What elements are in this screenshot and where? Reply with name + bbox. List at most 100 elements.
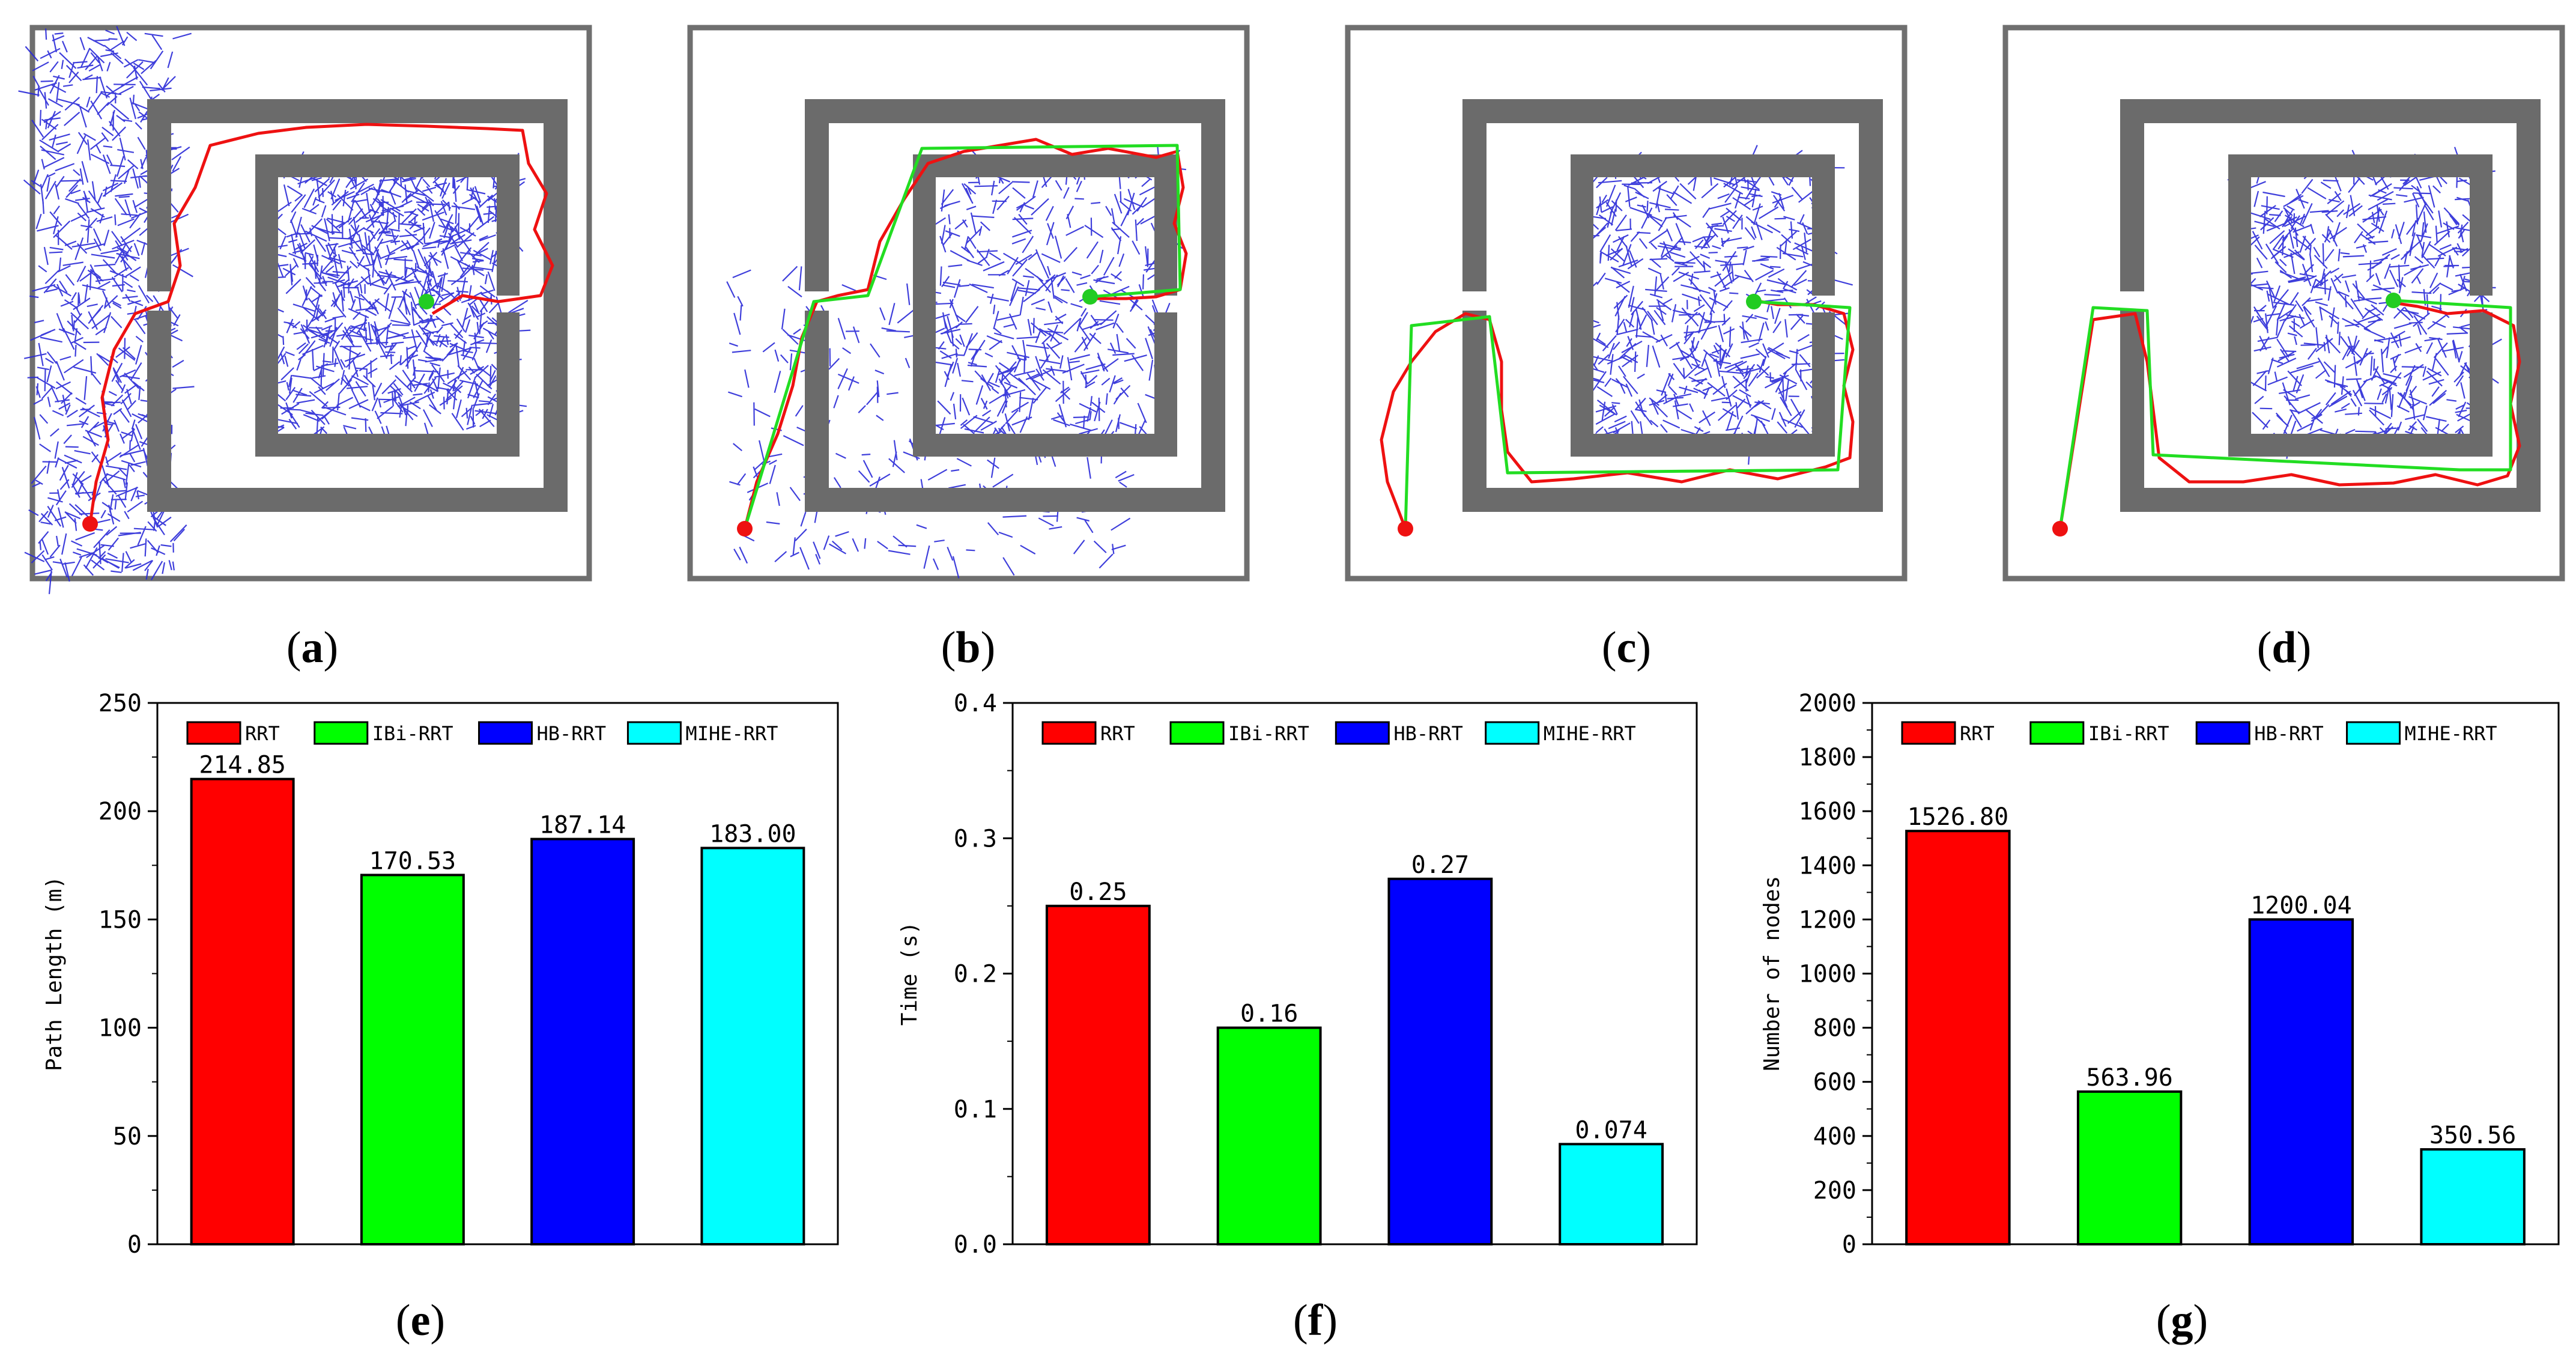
tree-edge: [303, 414, 320, 422]
tree-edge: [85, 430, 103, 438]
tree-edge: [82, 284, 106, 291]
tree-edge: [125, 563, 142, 569]
tree-edge: [1700, 321, 1712, 340]
tree-edge: [169, 524, 187, 543]
legend: RRT IBi-RRT HB-RRT MIHE-RRT: [1041, 721, 1636, 745]
tree-edge: [852, 538, 859, 552]
tree-edge: [406, 347, 409, 369]
tree-edge: [1623, 184, 1635, 190]
tree-edge: [309, 264, 323, 280]
tree-edge: [728, 391, 742, 398]
tree-edge: [351, 389, 362, 408]
tree-edge: [135, 494, 145, 497]
tree-edge: [952, 357, 959, 374]
tree-edge: [314, 198, 325, 204]
tree-edge: [90, 100, 103, 120]
caption-a: (a): [286, 623, 338, 672]
tree-edge: [161, 77, 169, 91]
tree-edge: [2352, 283, 2365, 299]
tree-edge: [1616, 228, 1632, 231]
tree-edge: [995, 368, 1001, 383]
tree-edge: [2421, 242, 2425, 257]
tree-edge: [877, 541, 888, 550]
tree-edge: [392, 234, 399, 243]
tree-edge: [97, 354, 111, 363]
tree-edge: [1080, 369, 1100, 374]
tree-edge: [866, 391, 879, 406]
tree-edge: [1093, 279, 1115, 285]
tree-edge: [1780, 397, 1792, 416]
tree-edge: [962, 397, 971, 416]
tree-edge: [2421, 222, 2425, 239]
tree-edge: [1724, 360, 1744, 369]
tree-edge: [2417, 418, 2428, 432]
tree-edge: [941, 189, 945, 212]
tree-edge: [1091, 264, 1099, 275]
tree-edge: [2326, 200, 2345, 216]
tree-edge: [2431, 305, 2442, 310]
tree-edge: [1137, 419, 1147, 436]
tree-edge: [44, 270, 59, 284]
tree-edge: [285, 386, 296, 401]
tree-edge: [1600, 251, 1619, 263]
tree-edge: [1650, 318, 1655, 335]
tree-edge: [73, 552, 82, 556]
tree-edge: [2298, 199, 2309, 204]
legend-label: HB-RRT: [2254, 722, 2324, 745]
tree-edge: [1628, 285, 1634, 308]
tree-edge: [31, 180, 41, 187]
tree-edge: [439, 235, 451, 239]
tree-edge: [1804, 233, 1807, 253]
tree-edge: [32, 169, 40, 185]
tree-edge: [1796, 314, 1805, 324]
tree-edge: [456, 232, 475, 248]
tree-edge: [123, 479, 126, 488]
tree-edge: [1658, 187, 1674, 195]
tree-edge: [440, 201, 447, 216]
tree-edge: [1610, 354, 1614, 375]
tree-edge: [2405, 309, 2426, 320]
tree-edge: [461, 354, 474, 359]
wall-outer-left-lower: [147, 311, 171, 512]
tree-edge: [1118, 473, 1135, 482]
wall-inner-left: [1571, 154, 1593, 457]
tree-edge: [1613, 341, 1620, 350]
tree-edge: [1661, 245, 1678, 259]
tree-edge: [91, 372, 102, 385]
tree-edge: [48, 570, 52, 594]
tree-edge: [2273, 289, 2289, 308]
tree-edge: [1693, 270, 1711, 273]
tree-edge: [40, 145, 56, 160]
tree-edge: [2389, 389, 2392, 410]
tree-edge: [2259, 205, 2276, 217]
tree-edge: [325, 378, 340, 391]
tree-edge: [888, 550, 911, 555]
tree-edge: [431, 364, 445, 383]
tree-edge: [781, 308, 786, 330]
tree-edge: [1753, 203, 1761, 225]
tree-edge: [1653, 309, 1666, 326]
tree-edge: [1703, 261, 1712, 269]
tree-edge: [1614, 415, 1627, 423]
tree-edge: [2271, 359, 2284, 364]
tree-edge: [32, 75, 40, 88]
tree-edge: [1023, 355, 1026, 374]
tree-edge: [65, 404, 71, 415]
tree-edge: [129, 464, 135, 472]
tree-edge: [461, 297, 474, 303]
tree-edge: [2439, 244, 2452, 251]
tree-edge: [105, 49, 115, 52]
tree-edge: [1771, 408, 1776, 421]
tree-edge: [2387, 372, 2402, 390]
exploration-tree: [1577, 145, 1853, 465]
tree-edge: [2278, 309, 2293, 320]
tree-edge: [1115, 470, 1127, 479]
tree-edge: [429, 362, 441, 366]
tree-edge: [45, 357, 54, 364]
tree-edge: [341, 290, 344, 312]
tree-edge: [452, 385, 462, 394]
tree-edge: [971, 284, 994, 289]
tree-edge: [2429, 272, 2438, 288]
tree-edge: [36, 377, 56, 389]
tree-edge: [130, 543, 146, 549]
